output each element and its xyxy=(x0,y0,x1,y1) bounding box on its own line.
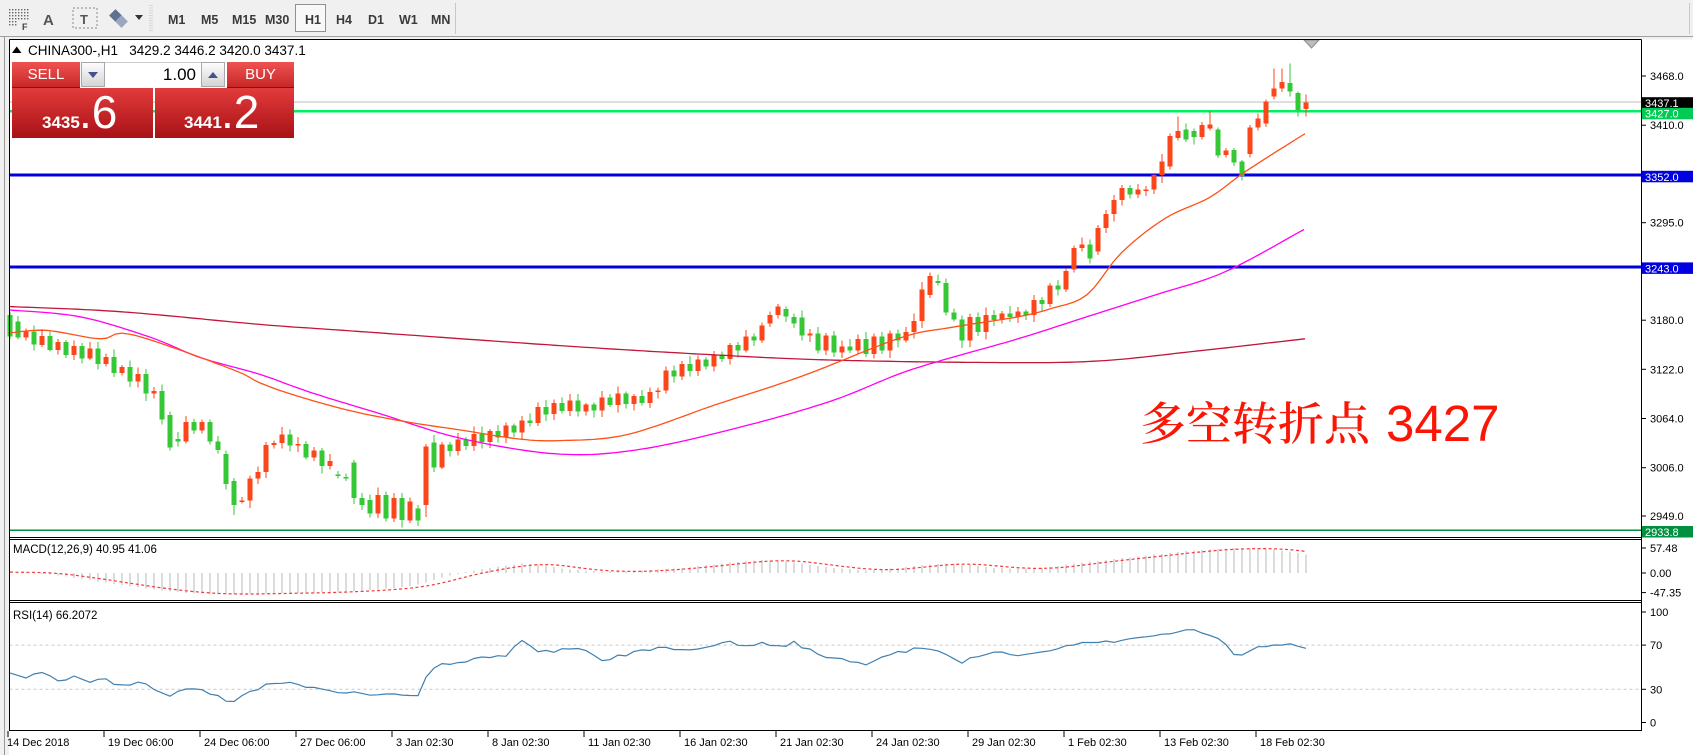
svg-text:A: A xyxy=(43,12,54,29)
svg-text:3352.0: 3352.0 xyxy=(1645,172,1679,184)
svg-text:0.00: 0.00 xyxy=(1650,568,1671,580)
svg-text:F: F xyxy=(22,22,28,32)
svg-text:-47.35: -47.35 xyxy=(1650,588,1681,600)
svg-text:MACD(12,26,9) 40.95 41.06: MACD(12,26,9) 40.95 41.06 xyxy=(13,544,157,556)
svg-text:H4: H4 xyxy=(336,13,352,27)
svg-text:3006.0: 3006.0 xyxy=(1650,463,1684,475)
svg-text:W1: W1 xyxy=(399,13,418,27)
svg-text:2949.0: 2949.0 xyxy=(1650,511,1684,523)
svg-text:70: 70 xyxy=(1650,640,1662,652)
svg-text:21 Jan 02:30: 21 Jan 02:30 xyxy=(780,737,844,749)
svg-text:3064.0: 3064.0 xyxy=(1650,414,1684,426)
svg-text:14 Dec 2018: 14 Dec 2018 xyxy=(7,737,69,749)
svg-text:1 Feb 02:30: 1 Feb 02:30 xyxy=(1068,737,1127,749)
svg-text:3427.0: 3427.0 xyxy=(1645,109,1679,121)
svg-text:D1: D1 xyxy=(368,13,384,27)
svg-text:M5: M5 xyxy=(201,13,218,27)
svg-text:3122.0: 3122.0 xyxy=(1650,364,1684,376)
svg-text:3427: 3427 xyxy=(1386,395,1499,452)
svg-text:2933.8: 2933.8 xyxy=(1645,527,1679,539)
svg-text:3437.1: 3437.1 xyxy=(1645,98,1679,110)
svg-text:M15: M15 xyxy=(232,13,256,27)
svg-text:RSI(14) 66.2072: RSI(14) 66.2072 xyxy=(13,610,97,622)
svg-text:24 Dec 06:00: 24 Dec 06:00 xyxy=(204,737,269,749)
svg-text:3180.0: 3180.0 xyxy=(1650,315,1684,327)
svg-text:57.48: 57.48 xyxy=(1650,543,1678,555)
svg-text:3468.0: 3468.0 xyxy=(1650,71,1684,83)
svg-text:MN: MN xyxy=(431,13,450,27)
svg-text:M30: M30 xyxy=(265,13,289,27)
svg-text:3295.0: 3295.0 xyxy=(1650,218,1684,230)
svg-text:29 Jan 02:30: 29 Jan 02:30 xyxy=(972,737,1036,749)
svg-text:100: 100 xyxy=(1650,607,1668,619)
svg-text:3 Jan 02:30: 3 Jan 02:30 xyxy=(396,737,454,749)
svg-text:11 Jan 02:30: 11 Jan 02:30 xyxy=(588,737,651,749)
svg-text:13 Feb 02:30: 13 Feb 02:30 xyxy=(1164,737,1229,749)
svg-text:0: 0 xyxy=(1650,718,1656,730)
svg-text:24 Jan 02:30: 24 Jan 02:30 xyxy=(876,737,940,749)
svg-text:27 Dec 06:00: 27 Dec 06:00 xyxy=(300,737,365,749)
svg-text:M1: M1 xyxy=(168,13,185,27)
svg-text:8 Jan 02:30: 8 Jan 02:30 xyxy=(492,737,550,749)
svg-text:T: T xyxy=(80,12,88,27)
svg-text:3410.0: 3410.0 xyxy=(1650,120,1684,132)
svg-text:3243.0: 3243.0 xyxy=(1645,263,1679,275)
svg-text:H1: H1 xyxy=(305,13,321,27)
svg-text:19 Dec 06:00: 19 Dec 06:00 xyxy=(108,737,173,749)
svg-text:30: 30 xyxy=(1650,684,1662,696)
svg-text:18 Feb 02:30: 18 Feb 02:30 xyxy=(1260,737,1325,749)
svg-text:CHINA300-,H1 3429.2 3446.2 3: CHINA300-,H1 3429.2 3446.2 3420.0 3437.1 xyxy=(28,43,306,58)
svg-text:16 Jan 02:30: 16 Jan 02:30 xyxy=(684,737,748,749)
